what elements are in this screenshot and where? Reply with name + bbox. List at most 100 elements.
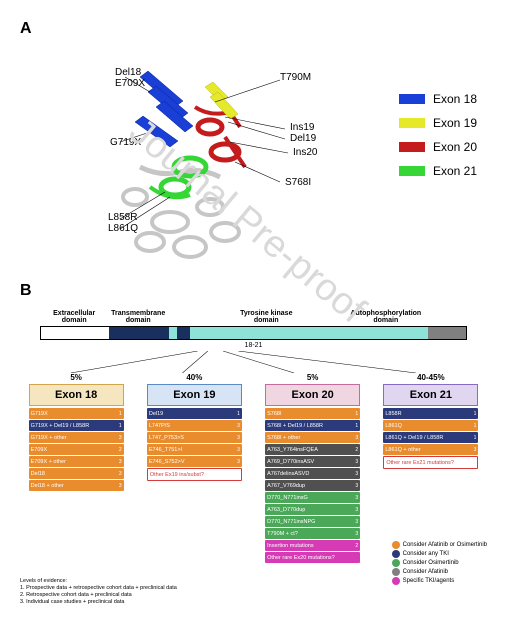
evidence-level: 2 bbox=[355, 447, 358, 453]
mutation-name: Del19 bbox=[149, 411, 163, 417]
ribbon-diagram bbox=[80, 47, 300, 277]
domain-label: Tyrosine kinasedomain bbox=[189, 310, 343, 324]
mutation-row: G719X1 bbox=[29, 408, 124, 419]
mutation-name: Other rare Ex21 mutations? bbox=[386, 460, 454, 466]
evidence-level: 1 bbox=[474, 435, 477, 441]
mutation-name: Other rare Ex20 mutations? bbox=[267, 555, 335, 561]
mutation-name: Del18 + other bbox=[31, 483, 64, 489]
evidence-level: 1 bbox=[474, 423, 477, 429]
mutation-name: Del18 bbox=[31, 471, 45, 477]
exon-header: Exon 19 bbox=[147, 384, 242, 406]
domain-label bbox=[168, 310, 177, 324]
mutation-row: S768I1 bbox=[265, 408, 360, 419]
evidence-level: 3 bbox=[355, 435, 358, 441]
panel-a-label: A bbox=[20, 20, 487, 38]
domain-label bbox=[429, 310, 467, 324]
mutation-label: Ins19Del19 bbox=[290, 122, 316, 144]
evidence-level: 1 bbox=[237, 411, 240, 417]
mutation-row: Del18 3 bbox=[29, 468, 124, 479]
mutation-name: S768I bbox=[267, 411, 281, 417]
evidence-level: 3 bbox=[355, 483, 358, 489]
mutation-name: G719X + other bbox=[31, 435, 67, 441]
mutation-row: A763_D770dup3 bbox=[265, 504, 360, 515]
mutation-row: E746_T751>I3 bbox=[147, 444, 242, 455]
exon-column: 40%Exon 19Del191L747P/S3L747_P753>S3E746… bbox=[147, 373, 242, 564]
mutation-name: L861Q bbox=[385, 423, 402, 429]
legend-swatch bbox=[399, 94, 425, 104]
legend-swatch bbox=[392, 559, 400, 567]
evidence-level: 3 bbox=[355, 531, 358, 537]
legend-label: Exon 20 bbox=[433, 140, 477, 154]
mutation-label: T790M bbox=[280, 72, 311, 83]
connectors bbox=[20, 351, 487, 373]
mutation-row: Other Ex19 ins/subst? bbox=[147, 468, 242, 481]
mutation-row: E746_S752>V3 bbox=[147, 456, 242, 467]
domain-labels: ExtracellulardomainTransmembranedomainTy… bbox=[40, 310, 467, 324]
mutation-name: D770_N771insNPG bbox=[267, 519, 315, 525]
exon-header: Exon 21 bbox=[383, 384, 478, 406]
legend-row: Consider any TKI bbox=[392, 550, 487, 558]
evidence-item: 3. Individual case studies + preclinical… bbox=[20, 599, 487, 606]
mutation-label: Del18E709X bbox=[115, 67, 145, 89]
mutation-row: L861Q + Del19 / L858R1 bbox=[383, 432, 478, 443]
panel-a-legend: Exon 18 Exon 19 Exon 20 Exon 21 bbox=[399, 92, 477, 188]
mutation-row: G719X + Del19 / L858R1 bbox=[29, 420, 124, 431]
exon-pct: 5% bbox=[29, 373, 124, 382]
legend-swatch bbox=[399, 142, 425, 152]
mutation-name: E709X + other bbox=[31, 459, 66, 465]
mutation-name: E746_T751>I bbox=[149, 447, 182, 453]
evidence-level: 2 bbox=[119, 447, 122, 453]
mutation-row: A769_D770insASV3 bbox=[265, 456, 360, 467]
domain-label bbox=[177, 310, 190, 324]
mutation-label: L858RL861Q bbox=[108, 212, 138, 234]
mutation-label: S768I bbox=[285, 177, 311, 188]
mutation-name: A763_D770dup bbox=[267, 507, 305, 513]
mutation-row: A763_Y764insFQEA 2 bbox=[265, 444, 360, 455]
legend-label: Consider Afatinib or Osimertinib bbox=[403, 542, 487, 548]
evidence-level: 3 bbox=[119, 471, 122, 477]
legend-row: Specific TKI/agents bbox=[392, 577, 487, 585]
exon-header: Exon 18 bbox=[29, 384, 124, 406]
evidence-level: 3 bbox=[355, 459, 358, 465]
legend-row: Exon 20 bbox=[399, 140, 477, 154]
legend-swatch bbox=[392, 577, 400, 585]
evidence-level: 3 bbox=[474, 447, 477, 453]
legend-swatch bbox=[392, 541, 400, 549]
mutation-row: L858R1 bbox=[383, 408, 478, 419]
exon-pct: 5% bbox=[265, 373, 360, 382]
evidence-level: 3 bbox=[355, 471, 358, 477]
exon-column: 40-45%Exon 21L858R1L861Q1L861Q + Del19 /… bbox=[383, 373, 478, 564]
evidence-level: 3 bbox=[355, 519, 358, 525]
legend-label: Exon 18 bbox=[433, 92, 477, 106]
mutation-row: Other rare Ex21 mutations? bbox=[383, 456, 478, 469]
mutation-row: D770_N771insNPG 3 bbox=[265, 516, 360, 527]
panel-b: ExtracellulardomainTransmembranedomainTy… bbox=[20, 310, 487, 606]
evidence-level: 3 bbox=[119, 483, 122, 489]
domain-segment bbox=[343, 327, 428, 339]
mutation-row: Insertion mutations2 bbox=[265, 540, 360, 551]
domain-label: Extracellulardomain bbox=[40, 310, 108, 324]
evidence-level: 1 bbox=[119, 411, 122, 417]
panel-b-label: B bbox=[20, 282, 487, 300]
legend-row: Consider Osimertinib bbox=[392, 559, 487, 567]
legend-swatch bbox=[392, 568, 400, 576]
exon-marker: 18-21 bbox=[20, 342, 487, 349]
legend-label: Exon 21 bbox=[433, 164, 477, 178]
mutation-name: L861Q + other bbox=[385, 447, 420, 453]
mutation-row: S768I + other3 bbox=[265, 432, 360, 443]
legend-row: Consider Afatinib or Osimertinib bbox=[392, 541, 487, 549]
mutation-name: L747_P753>S bbox=[149, 435, 184, 441]
panel-a: Del18E709XT790MG719XIns19Del19Ins20S768I… bbox=[20, 42, 487, 282]
mutation-row: G719X + other3 bbox=[29, 432, 124, 443]
mutation-row: L747_P753>S3 bbox=[147, 432, 242, 443]
mutation-name: A763_Y764insFQEA bbox=[267, 447, 318, 453]
mutation-row: E709X + other3 bbox=[29, 456, 124, 467]
legend-row: Exon 19 bbox=[399, 116, 477, 130]
mutation-row: A767_V769dup3 bbox=[265, 480, 360, 491]
mutation-row: T790M + ct?3 bbox=[265, 528, 360, 539]
mutation-row: Other rare Ex20 mutations? bbox=[265, 552, 360, 563]
domain-segment bbox=[41, 327, 109, 339]
exon-columns: 5%Exon 18G719X1G719X + Del19 / L858R1G71… bbox=[20, 373, 487, 564]
domain-label: Autophosphorylationdomain bbox=[343, 310, 428, 324]
evidence-level: 3 bbox=[355, 495, 358, 501]
